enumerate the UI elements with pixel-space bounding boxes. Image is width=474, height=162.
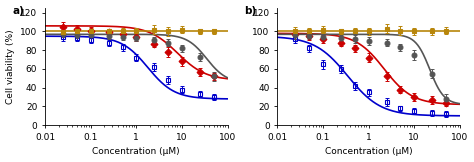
X-axis label: Concentration (μM): Concentration (μM) — [92, 147, 180, 156]
Text: a): a) — [12, 6, 24, 16]
Y-axis label: Cell viability (%): Cell viability (%) — [6, 29, 15, 104]
Text: b): b) — [245, 6, 257, 16]
X-axis label: Concentration (μM): Concentration (μM) — [325, 147, 412, 156]
